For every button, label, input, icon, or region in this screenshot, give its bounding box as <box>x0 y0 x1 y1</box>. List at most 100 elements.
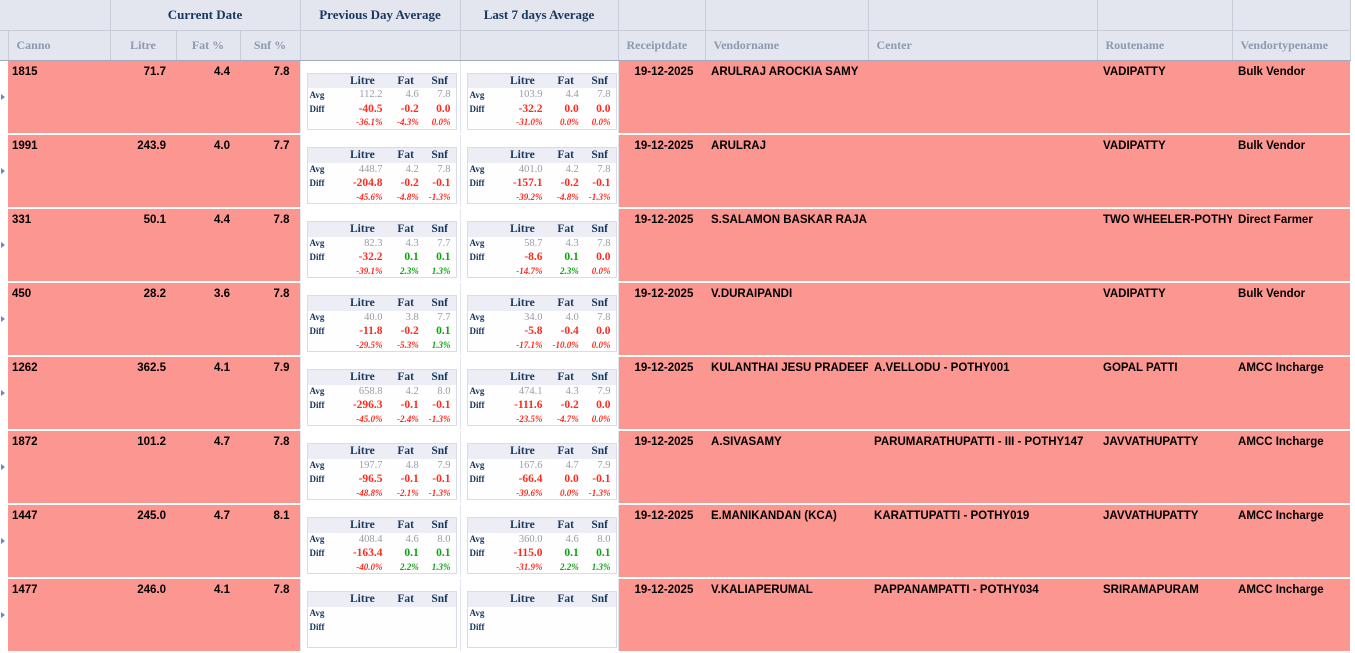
row-expand-arrow-icon[interactable] <box>1 316 5 322</box>
litre-cell: 28.2 <box>110 282 176 357</box>
diff-litre: -115.0 <box>513 547 543 559</box>
avg-label: Avg <box>309 534 325 544</box>
mini-header-litre: Litre <box>497 443 548 459</box>
canno-cell: 1991 <box>8 134 110 209</box>
row-expand-arrow-icon[interactable] <box>1 612 5 618</box>
mini-header-blank <box>307 221 338 237</box>
row-gutter <box>0 60 8 135</box>
row-gutter <box>0 504 8 579</box>
previous-day-average-cell: Litre Fat Snf Avg 112.2 4.6 7.8 Diff -40… <box>299 60 461 135</box>
avg-label: Avg <box>469 534 485 544</box>
last-7-days-average-table: Litre Fat Snf Avg 34.0 4.0 7.8 Diff -5.8… <box>466 295 617 352</box>
diff-fat: 0.1 <box>404 251 419 263</box>
row-expand-arrow-icon[interactable] <box>1 464 5 470</box>
avg-litre: 112.2 <box>359 89 383 100</box>
column-header-vendortypename[interactable]: Vendortypename <box>1232 30 1351 61</box>
row-expand-arrow-icon[interactable] <box>1 538 5 544</box>
mini-header-blank <box>307 147 338 163</box>
fat-cell: 3.6 <box>176 282 240 357</box>
column-header-fat[interactable]: Fat % <box>176 30 241 61</box>
row-expand-arrow-icon[interactable] <box>1 242 5 248</box>
column-header-vendorname[interactable]: Vendorname <box>705 30 869 61</box>
snf-cell: 7.8 <box>240 60 301 135</box>
diff-label: Diff <box>309 178 325 188</box>
vendorname-cell: S.SALAMON BASKAR RAJA <box>705 208 869 283</box>
column-header-routename[interactable]: Routename <box>1097 30 1233 61</box>
mini-header-snf: Snf <box>583 369 617 385</box>
receiptdate-cell: 19-12-2025 <box>618 282 706 357</box>
avg-litre: 474.1 <box>518 385 543 397</box>
vendorname-cell: V.KALIAPERUMAL <box>705 578 869 653</box>
mini-header-blank <box>467 591 498 607</box>
diff-snf: -0.1 <box>432 399 451 411</box>
center-cell <box>868 282 1098 357</box>
avg-snf: 7.7 <box>437 311 451 323</box>
routename-cell: TWO WHEELER-POTHY1 <box>1097 208 1233 283</box>
fat-cell: 4.1 <box>176 578 240 653</box>
row-gutter <box>0 578 8 653</box>
pct-snf: 0.0% <box>591 339 611 350</box>
diff-litre: -32.2 <box>358 251 383 263</box>
group-header-blank <box>705 0 869 31</box>
column-header-receiptdate[interactable]: Receiptdate <box>618 30 706 61</box>
pct-snf: 0.0% <box>591 265 611 276</box>
diff-fat: 0.0 <box>564 102 579 115</box>
previous-day-average-cell: Litre Fat Snf Avg 448.7 4.2 7.8 Diff -20… <box>299 134 461 209</box>
row-expand-arrow-icon[interactable] <box>1 390 5 396</box>
vendortypename-cell: AMCC Incharge <box>1232 578 1351 653</box>
center-cell: PAPPANAMPATTI - POTHY034 <box>868 578 1098 653</box>
diff-label: Diff <box>469 103 485 114</box>
avg-litre <box>337 607 387 620</box>
avg-fat: 4.8 <box>405 459 419 471</box>
litre-cell: 245.0 <box>110 504 176 579</box>
avg-label: Avg <box>309 460 325 470</box>
canno-cell: 331 <box>8 208 110 283</box>
pct-litre <box>337 635 387 648</box>
mini-header-blank <box>467 73 498 88</box>
avg-label: Avg <box>309 386 325 396</box>
column-header-canno[interactable]: Canno <box>8 30 111 61</box>
diff-litre <box>497 620 547 635</box>
pct-litre: -39.6% <box>516 487 543 498</box>
avg-litre <box>497 607 547 620</box>
litre-cell: 362.5 <box>110 356 176 431</box>
diff-fat: 0.1 <box>404 547 419 559</box>
column-header-snf[interactable]: Snf % <box>240 30 301 61</box>
litre-cell: 101.2 <box>110 430 176 505</box>
column-header-gutter <box>0 30 9 61</box>
row-expand-arrow-icon[interactable] <box>1 168 5 174</box>
group-header-blank <box>1097 0 1233 31</box>
pct-label-blank <box>307 116 337 129</box>
avg-fat: 4.2 <box>565 163 579 175</box>
column-header-center[interactable]: Center <box>868 30 1098 61</box>
mini-header-fat: Fat <box>547 73 584 88</box>
diff-litre: -96.5 <box>358 473 383 485</box>
snf-cell: 7.8 <box>240 578 301 653</box>
diff-fat: -0.2 <box>560 177 579 189</box>
mini-header-snf: Snf <box>583 73 617 88</box>
pct-litre: -40.0% <box>356 561 383 572</box>
diff-snf: 0.1 <box>436 251 451 263</box>
pct-label-blank <box>307 413 337 426</box>
diff-litre: -66.4 <box>518 473 543 485</box>
pct-litre: -45.0% <box>356 413 383 424</box>
pct-litre: -23.5% <box>516 413 543 424</box>
avg-litre: 408.4 <box>358 533 383 545</box>
pct-label-blank <box>467 635 497 648</box>
mini-header-litre: Litre <box>497 517 548 533</box>
last-7-days-average-cell: Litre Fat Snf Avg 360.0 4.6 8.0 Diff -11… <box>459 504 619 579</box>
mini-header-blank <box>307 591 338 607</box>
column-header-litre[interactable]: Litre <box>110 30 177 61</box>
data-row: 1815 71.7 4.4 7.8 Litre Fat Snf Avg 112.… <box>0 60 1351 135</box>
pct-fat: -2.4% <box>397 413 419 424</box>
avg-litre: 167.6 <box>518 459 543 471</box>
pct-litre: -17.1% <box>516 339 543 350</box>
vendorname-cell: A.SIVASAMY <box>705 430 869 505</box>
pct-label-blank <box>467 413 497 426</box>
diff-label: Diff <box>309 326 325 336</box>
avg-snf: 7.8 <box>437 89 451 100</box>
pct-fat <box>548 635 584 648</box>
data-row: 450 28.2 3.6 7.8 Litre Fat Snf Avg 40.0 … <box>0 282 1351 357</box>
row-expand-arrow-icon[interactable] <box>1 93 5 100</box>
mini-header-fat: Fat <box>547 221 584 237</box>
